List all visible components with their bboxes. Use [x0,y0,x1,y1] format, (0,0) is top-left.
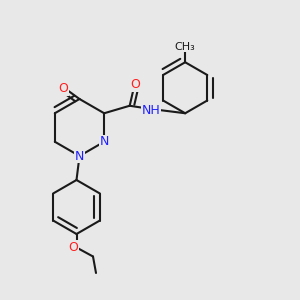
Text: O: O [69,241,78,254]
Text: N: N [75,149,84,163]
Text: CH₃: CH₃ [175,42,196,52]
Text: N: N [100,135,109,148]
Text: NH: NH [141,104,160,117]
Text: O: O [131,78,141,91]
Text: O: O [58,82,68,95]
